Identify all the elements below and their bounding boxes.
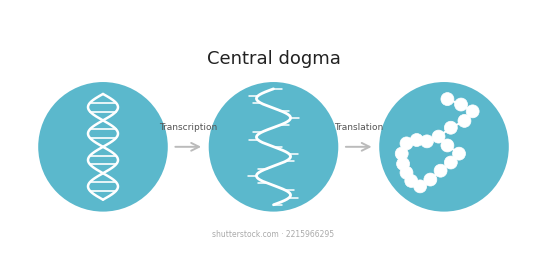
Circle shape [441,139,454,152]
Circle shape [400,166,413,179]
Circle shape [410,134,423,146]
Circle shape [405,174,418,187]
Text: shutterstock.com · 2215966295: shutterstock.com · 2215966295 [212,230,335,239]
Circle shape [441,93,454,106]
Circle shape [209,82,338,212]
Circle shape [452,147,465,160]
Circle shape [379,82,509,212]
Circle shape [432,130,445,143]
Circle shape [444,156,457,169]
Circle shape [458,115,471,127]
Text: Transcription: Transcription [159,123,217,132]
Circle shape [38,82,168,212]
Circle shape [434,164,447,177]
Circle shape [395,147,408,160]
Circle shape [455,98,468,111]
Circle shape [397,157,410,170]
Text: Translation: Translation [334,123,383,132]
Circle shape [466,105,479,118]
Circle shape [414,180,427,193]
Text: Central dogma: Central dogma [207,50,340,68]
Circle shape [421,135,433,148]
Circle shape [444,121,457,134]
Circle shape [424,173,437,186]
Circle shape [400,137,413,150]
